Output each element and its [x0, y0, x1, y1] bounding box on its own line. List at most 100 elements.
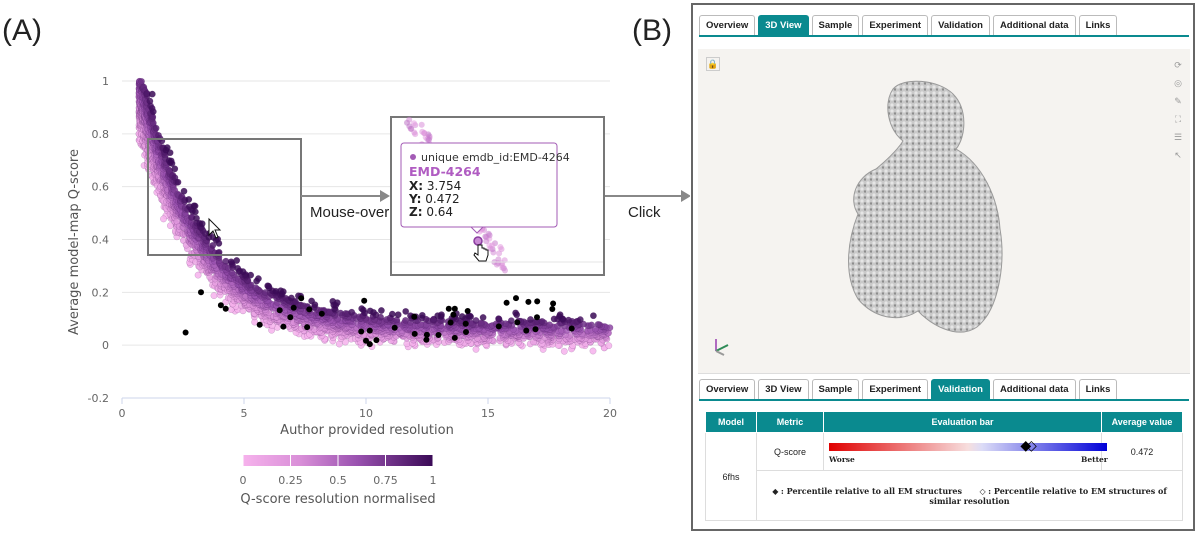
highlighted-data-point[interactable]	[198, 289, 204, 296]
data-point[interactable]	[198, 220, 206, 228]
data-point[interactable]	[254, 275, 262, 283]
data-point[interactable]	[594, 320, 602, 328]
data-point[interactable]	[277, 287, 285, 295]
highlighted-data-point[interactable]	[276, 307, 283, 314]
hovered-point[interactable]	[473, 236, 483, 246]
data-point[interactable]	[185, 196, 193, 203]
data-point[interactable]	[163, 144, 171, 152]
data-point[interactable]	[247, 271, 255, 279]
highlighted-data-point[interactable]	[373, 337, 380, 344]
data-point[interactable]	[308, 297, 316, 305]
tab-experiment[interactable]: Experiment	[862, 15, 929, 36]
tab-3d-view[interactable]: 3D View	[758, 15, 809, 36]
highlighted-data-point[interactable]	[534, 298, 541, 305]
data-point[interactable]	[191, 208, 199, 216]
highlighted-data-point[interactable]	[391, 324, 398, 331]
highlighted-data-point[interactable]	[304, 324, 311, 331]
data-point[interactable]	[479, 314, 487, 321]
tab-validation[interactable]: Validation	[931, 379, 990, 400]
tools-icon[interactable]: ✎	[1174, 96, 1182, 106]
highlighted-data-point[interactable]	[306, 306, 313, 313]
highlighted-data-point[interactable]	[514, 319, 521, 326]
highlighted-data-point[interactable]	[549, 306, 556, 312]
highlighted-data-point[interactable]	[256, 321, 263, 328]
data-point[interactable]	[589, 312, 597, 320]
highlighted-data-point[interactable]	[525, 298, 532, 305]
data-point[interactable]	[265, 284, 273, 292]
lock-icon[interactable]: 🔒	[706, 57, 720, 71]
data-point[interactable]	[507, 317, 515, 325]
data-point[interactable]	[348, 308, 356, 316]
data-point[interactable]	[394, 311, 402, 319]
highlighted-data-point[interactable]	[464, 308, 471, 314]
data-point[interactable]	[418, 311, 426, 319]
highlighted-data-point[interactable]	[463, 329, 469, 335]
tab-links[interactable]: Links	[1078, 15, 1118, 36]
highlighted-data-point[interactable]	[222, 305, 229, 312]
highlighted-data-point[interactable]	[534, 314, 540, 321]
data-point[interactable]	[152, 124, 160, 132]
select-icon[interactable]: ↖	[1174, 150, 1182, 160]
data-point[interactable]	[580, 320, 587, 328]
data-point[interactable]	[287, 294, 295, 302]
density-map-surface[interactable]	[698, 49, 1190, 373]
highlighted-data-point[interactable]	[182, 329, 189, 336]
highlighted-data-point[interactable]	[435, 332, 442, 338]
data-point[interactable]	[458, 313, 466, 320]
data-point[interactable]	[239, 268, 247, 276]
data-point[interactable]	[495, 315, 503, 323]
highlighted-data-point[interactable]	[568, 325, 575, 332]
highlighted-data-point[interactable]	[411, 313, 418, 320]
highlighted-data-point[interactable]	[366, 327, 373, 334]
tab-3d-view[interactable]: 3D View	[758, 379, 809, 400]
data-point[interactable]	[560, 347, 568, 355]
tab-additional-data[interactable]: Additional data	[992, 15, 1076, 36]
highlighted-data-point[interactable]	[361, 297, 368, 304]
data-point[interactable]	[333, 299, 341, 307]
highlighted-data-point[interactable]	[451, 334, 458, 341]
data-point[interactable]	[234, 264, 242, 272]
data-point[interactable]	[377, 307, 385, 314]
data-point[interactable]	[180, 187, 188, 195]
data-point[interactable]	[358, 305, 366, 313]
data-point[interactable]	[527, 316, 534, 323]
data-point[interactable]	[550, 315, 558, 323]
highlighted-data-point[interactable]	[550, 300, 557, 307]
settings-icon[interactable]: ☰	[1173, 132, 1183, 142]
data-point[interactable]	[138, 77, 145, 85]
highlighted-data-point[interactable]	[280, 323, 287, 330]
data-point[interactable]	[402, 316, 409, 324]
data-point[interactable]	[194, 271, 202, 279]
rotate-icon[interactable]: ⟳	[1174, 60, 1182, 70]
data-point[interactable]	[472, 317, 480, 324]
highlighted-data-point[interactable]	[447, 319, 454, 326]
tab-overview[interactable]: Overview	[699, 15, 756, 36]
highlighted-data-point[interactable]	[318, 310, 325, 317]
highlighted-data-point[interactable]	[451, 305, 458, 312]
data-point[interactable]	[149, 108, 157, 116]
data-point[interactable]	[193, 214, 200, 222]
data-point[interactable]	[166, 149, 174, 157]
highlighted-data-point[interactable]	[450, 311, 457, 318]
data-point[interactable]	[438, 311, 445, 319]
tab-validation[interactable]: Validation	[931, 15, 990, 36]
data-point[interactable]	[555, 313, 563, 320]
data-point[interactable]	[588, 321, 596, 329]
highlighted-data-point[interactable]	[532, 326, 539, 333]
highlighted-data-point[interactable]	[523, 327, 530, 334]
data-point[interactable]	[565, 316, 572, 324]
data-point[interactable]	[148, 90, 156, 98]
highlighted-data-point[interactable]	[217, 302, 224, 309]
data-point[interactable]	[209, 241, 217, 249]
tab-additional-data[interactable]: Additional data	[992, 379, 1076, 400]
data-point[interactable]	[210, 292, 218, 300]
data-point[interactable]	[252, 284, 260, 292]
data-point[interactable]	[576, 316, 584, 324]
data-point[interactable]	[171, 174, 179, 182]
highlighted-data-point[interactable]	[423, 336, 430, 343]
data-point[interactable]	[388, 310, 396, 318]
tab-sample[interactable]: Sample	[811, 15, 860, 36]
tab-sample[interactable]: Sample	[811, 379, 860, 400]
data-point[interactable]	[167, 157, 175, 165]
highlighted-data-point[interactable]	[423, 331, 430, 338]
